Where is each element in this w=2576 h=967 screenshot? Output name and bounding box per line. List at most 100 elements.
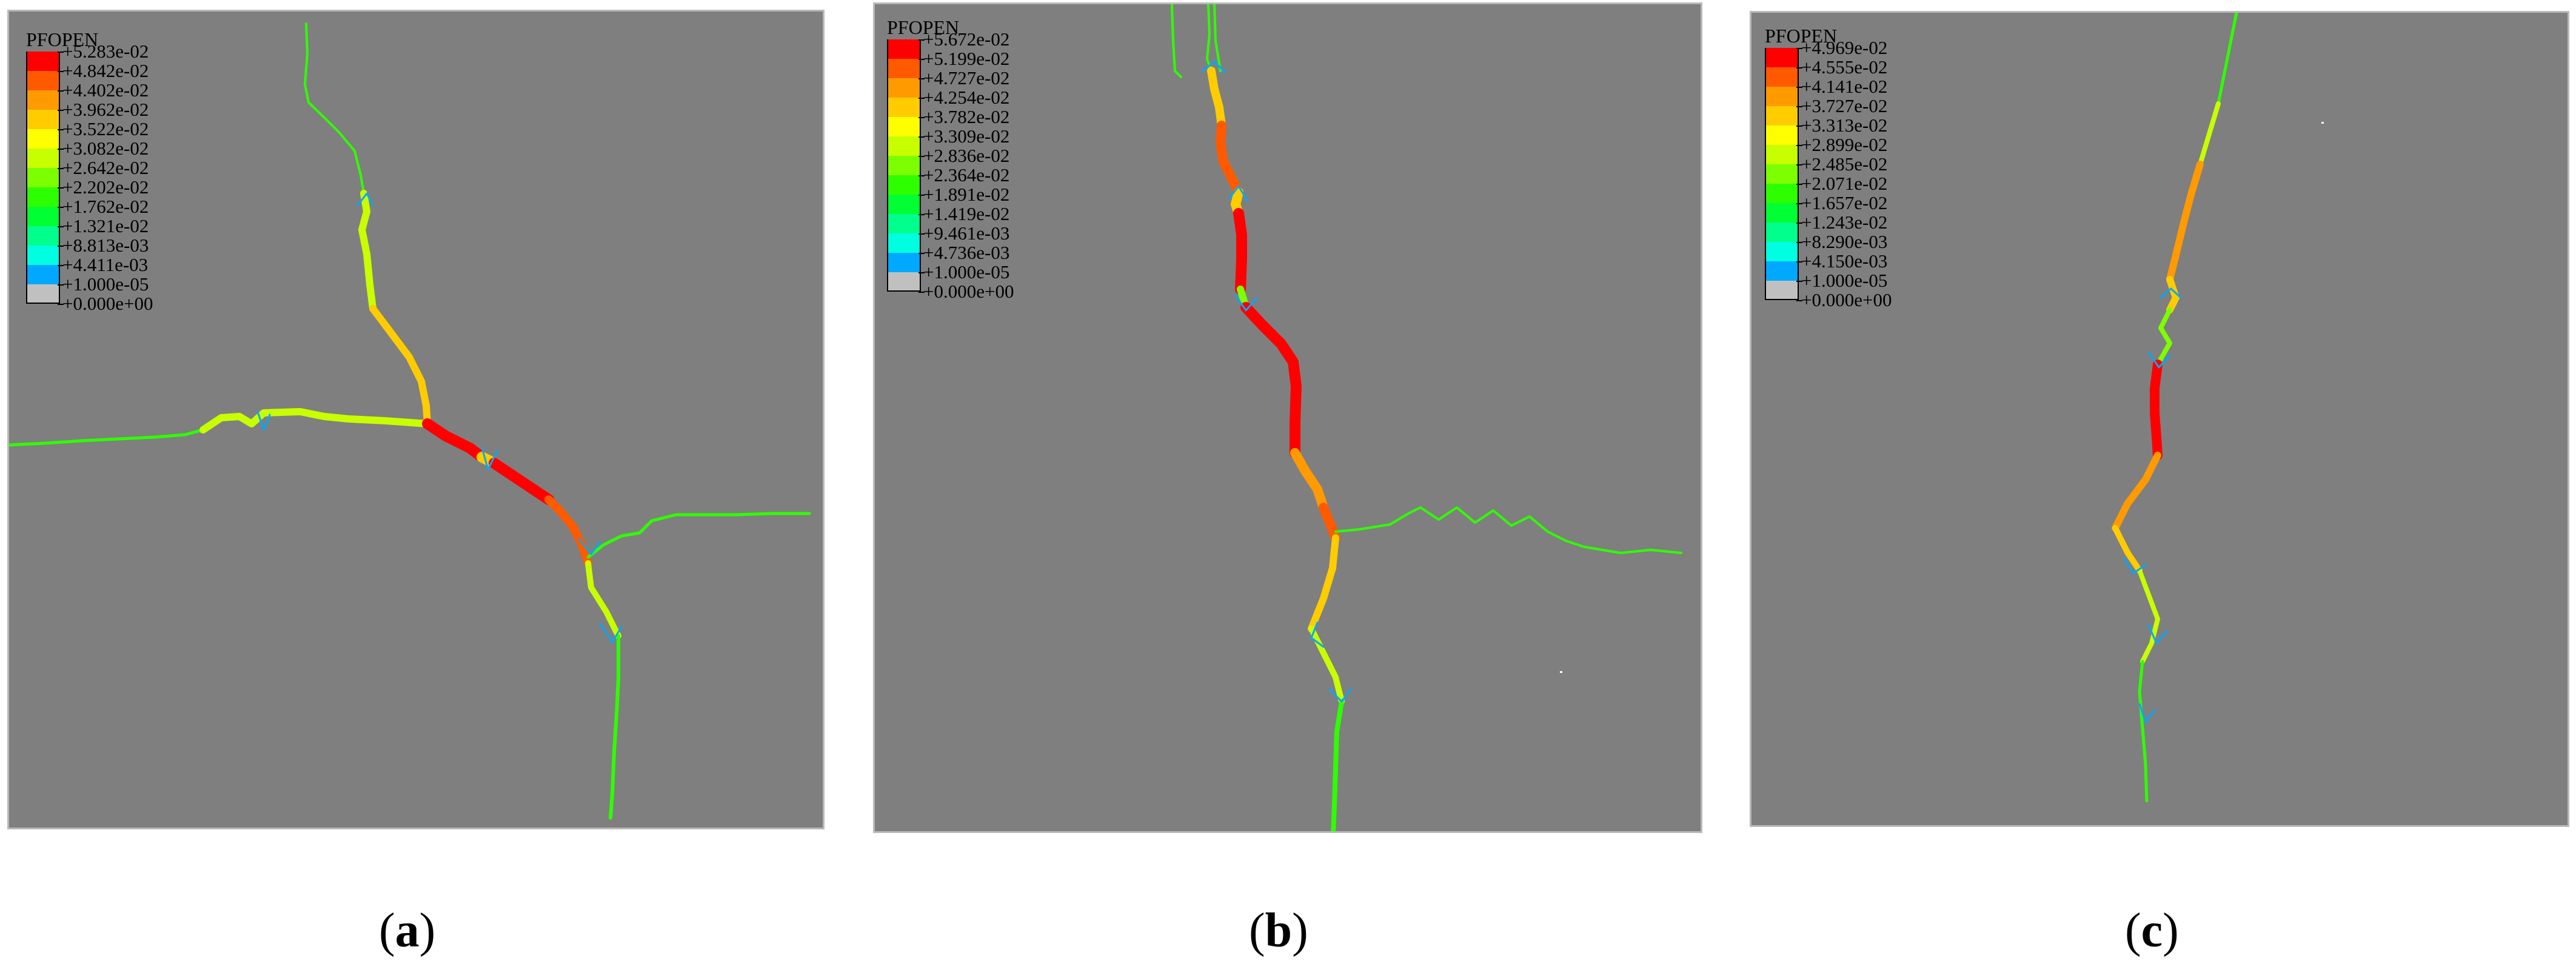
legend-swatch [887,59,921,78]
legend-swatch [1765,106,1799,125]
legend-value: +1.243e-02 [1801,212,1888,233]
legend-tick [58,304,64,305]
legend-value: +4.150e-03 [1801,250,1888,272]
legend-value: +1.000e-05 [62,273,149,295]
legend-value: +4.727e-02 [923,67,1010,89]
legend-value: +4.254e-02 [923,87,1010,108]
caption-letter: a [395,904,420,957]
legend-tick [918,59,925,60]
legend-value: +2.202e-02 [62,176,149,198]
legend-value: +4.411e-03 [62,254,149,275]
legend-scale: +4.969e-02 +4.555e-02 +4.141e-02 +3.727e… [1765,38,1983,327]
legend-swatch [26,207,60,226]
legend-tick [58,187,64,189]
legend-tick [1796,87,1802,88]
legend-value: +2.071e-02 [1801,173,1888,194]
legend-swatch [887,175,921,195]
legend-swatch [26,149,60,168]
panel-c: PFOPEN +4.969e-02 +4.555e-02 +4.141e-02 … [1750,11,2569,827]
legend-value: +2.899e-02 [1801,134,1888,155]
legend-swatch [1765,184,1799,203]
legend-tick [1796,145,1802,146]
legend-value: +0.000e+00 [923,281,1014,302]
legend-tick [918,117,925,118]
legend-swatch [1765,242,1799,261]
legend-swatch [26,71,60,90]
legend-scale: +5.672e-02 +5.199e-02 +4.727e-02 +4.254e… [887,30,1105,318]
legend-swatch [26,129,60,149]
legend-swatch [26,52,60,71]
legend-swatch [887,233,921,253]
legend-tick [1796,164,1802,166]
legend-tick [918,156,925,157]
legend-a: PFOPEN +5.283e-02 +4.842e-02 +4.402e-02 … [26,28,244,330]
legend-tick [58,168,64,169]
legend-swatch [1765,223,1799,242]
legend-swatch [887,136,921,156]
legend-swatch [1765,87,1799,106]
legend-value: +8.290e-03 [1801,231,1888,252]
legend-swatch [887,78,921,98]
legend-tick [918,98,925,99]
legend-tick [58,265,64,266]
legend-swatch [1765,67,1799,87]
legend-tick [1796,300,1802,301]
legend-tick [1796,223,1802,224]
legend-value: +2.364e-02 [923,164,1010,186]
legend-tick [58,52,64,53]
legend-value: +1.891e-02 [923,184,1010,205]
legend-swatch [26,284,60,304]
legend-tick [918,195,925,196]
legend-b: PFOPEN +5.672e-02 +5.199e-02 +4.727e-02 … [887,16,1105,318]
legend-value: +1.000e-05 [1801,270,1888,291]
legend-value: +1.657e-02 [1801,192,1888,213]
legend-swatch [1765,145,1799,164]
legend-tick [58,110,64,111]
caption-close: ) [1292,904,1308,957]
panel-a: PFOPEN +5.283e-02 +4.842e-02 +4.402e-02 … [7,10,825,829]
legend-value: +3.782e-02 [923,106,1010,127]
legend-value: +3.082e-02 [62,138,149,159]
caption-letter: b [1265,904,1293,957]
legend-title: PFOPEN [1765,25,1838,47]
legend-c: PFOPEN +4.969e-02 +4.555e-02 +4.141e-02 … [1765,25,1983,327]
legend-tick [58,226,64,227]
legend-swatch [26,226,60,246]
legend-value: +3.313e-02 [1801,115,1888,136]
legend-swatch [887,117,921,136]
crack-pattern-c [2112,13,2324,803]
legend-tick [918,214,925,215]
caption-open: ( [1249,904,1265,957]
legend-value: +5.672e-02 [923,28,1010,50]
legend-swatch [887,156,921,175]
legend-value: +4.736e-03 [923,242,1010,263]
legend-value: +1.419e-02 [923,203,1010,224]
panel-b: PFOPEN +5.672e-02 +5.199e-02 +4.727e-02 … [873,2,1702,833]
legend-tick [918,136,925,138]
legend-value: +2.642e-02 [62,157,149,178]
legend-value: +1.762e-02 [62,196,149,217]
legend-swatch [1765,48,1799,67]
caption-a: (a) [379,903,435,959]
legend-swatch [1765,281,1799,300]
legend-tick [58,71,64,72]
legend-value: +4.402e-02 [62,79,149,101]
legend-tick [1796,184,1802,185]
legend-swatch [1765,125,1799,145]
legend-swatch [26,246,60,265]
caption-close: ) [2163,904,2179,957]
legend-value: +3.962e-02 [62,99,149,120]
legend-swatch [887,195,921,214]
legend-tick [918,272,925,273]
legend-value: +5.199e-02 [923,48,1010,69]
caption-open: ( [2125,904,2141,957]
legend-value: +0.000e+00 [62,293,153,314]
legend-value: +1.321e-02 [62,215,149,236]
legend-tick [58,284,64,286]
legend-swatch [887,98,921,117]
legend-swatch [1765,261,1799,281]
legend-swatch [26,110,60,129]
caption-close: ) [419,904,436,957]
legend-swatch [887,214,921,233]
legend-tick [1796,48,1802,49]
